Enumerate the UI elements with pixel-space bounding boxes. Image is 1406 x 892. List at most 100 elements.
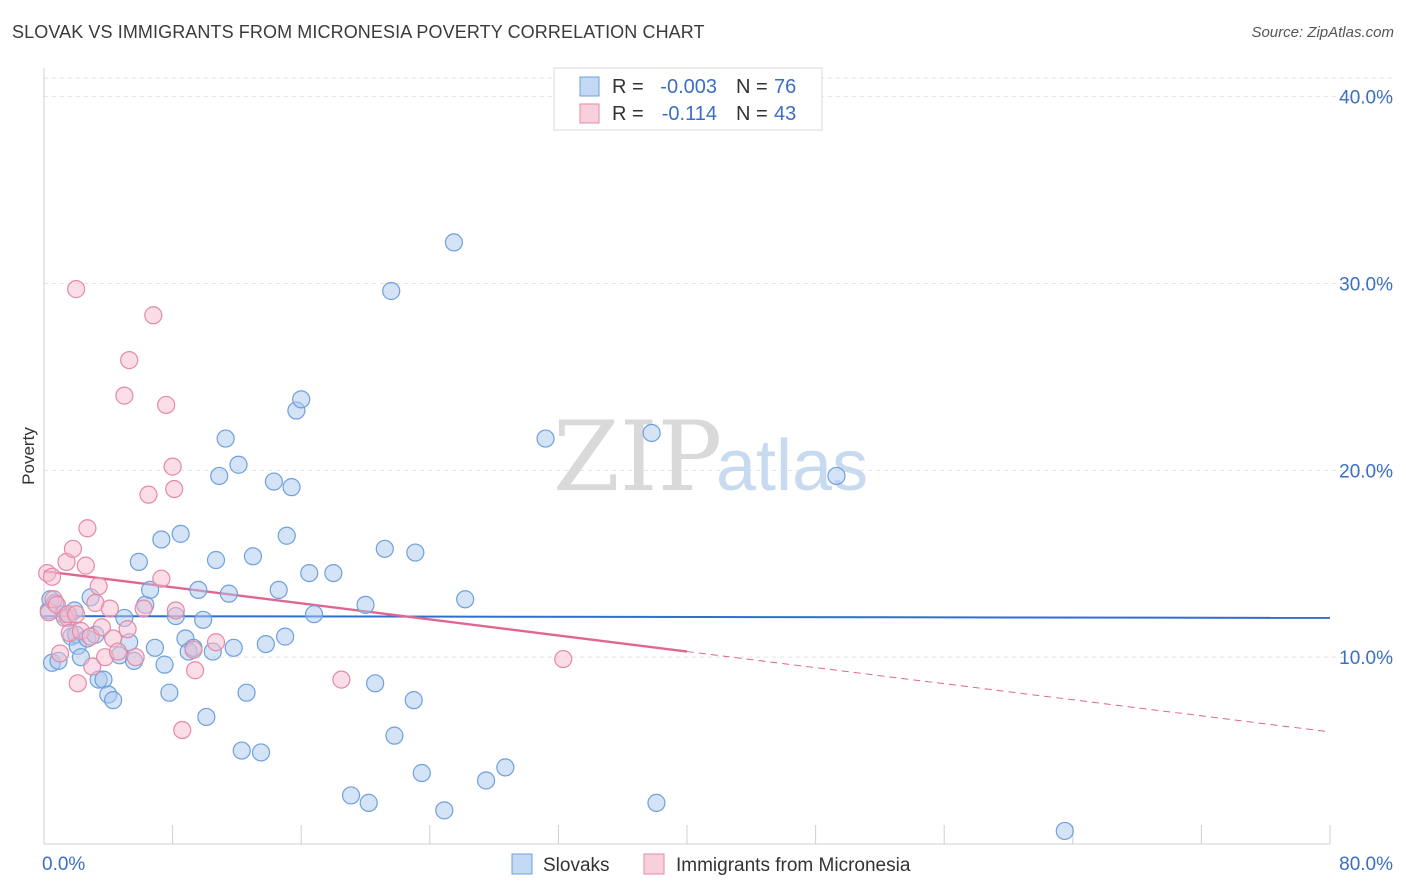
legend-r-value: -0.003 [660, 76, 717, 98]
slovaks-point [444, 233, 464, 252]
slovaks-point [404, 691, 423, 710]
x-tick-labels: 0.0% 80.0% [42, 854, 1393, 875]
slovaks-point [194, 610, 213, 629]
micronesia-trend-line-extension [686, 651, 1331, 733]
micronesia-point [120, 351, 139, 370]
legend-n-value: 76 [774, 76, 796, 98]
slovaks-point [827, 466, 846, 486]
micronesia-point [68, 674, 87, 693]
slovaks-point [366, 674, 385, 693]
micronesia-point [134, 599, 153, 618]
slovaks-point [251, 743, 271, 762]
slovaks-point [104, 691, 123, 710]
slovaks-point [210, 466, 229, 486]
x-tick-label: 0.0% [42, 854, 85, 875]
series-legend-swatch [643, 853, 665, 875]
micronesia-point [554, 649, 573, 669]
legend-swatch [579, 76, 600, 97]
slovaks-point [456, 590, 475, 609]
slovaks-point [232, 741, 251, 760]
slovaks-point [171, 524, 190, 543]
chart-source: Source: ZipAtlas.com [1251, 24, 1394, 41]
slovaks-point [642, 423, 661, 443]
series-legend-swatch [511, 853, 533, 875]
slovaks-point [152, 530, 171, 549]
micronesia-point [152, 569, 171, 588]
slovaks-point [359, 793, 378, 812]
slovaks-point [129, 552, 148, 571]
y-tick-label: 10.0% [1339, 648, 1393, 669]
slovaks-point [206, 550, 226, 570]
data-points [38, 233, 1074, 841]
micronesia-point [184, 640, 203, 659]
watermark: ZIP atlas [553, 401, 868, 513]
micronesia-point [165, 479, 184, 499]
slovaks-point [276, 627, 295, 646]
chart-title: SLOVAK VS IMMIGRANTS FROM MICRONESIA POV… [12, 22, 705, 42]
slovaks-point [237, 683, 256, 702]
slovaks-point [476, 771, 496, 790]
slovaks-point [292, 390, 311, 409]
slovaks-point [219, 584, 238, 603]
slovaks-point [155, 655, 174, 674]
slovaks-point [216, 429, 235, 448]
slovaks-point [341, 786, 361, 805]
slovaks-point [282, 478, 301, 497]
micronesia-point [108, 642, 128, 661]
slovaks-point [496, 758, 515, 777]
slovaks-point [300, 563, 319, 583]
grid-lines [44, 77, 1392, 658]
micronesia-point [67, 605, 86, 624]
legend-n-label: N = [736, 76, 768, 98]
y-tick-label: 20.0% [1339, 461, 1393, 482]
legend-r-label: R = [612, 103, 644, 125]
slovaks-point [140, 580, 160, 600]
slovaks-point [375, 539, 394, 558]
micronesia-point [50, 644, 70, 663]
slovaks-point [1055, 821, 1074, 841]
slovaks-point [356, 595, 375, 614]
micronesia-point [186, 661, 205, 680]
slovaks-point [224, 638, 243, 657]
slovaks-point [304, 605, 324, 624]
micronesia-point [63, 539, 83, 558]
slovaks-point [277, 526, 296, 545]
micronesia-point [163, 457, 182, 476]
slovaks-point [264, 472, 283, 491]
series-legend-label: Slovaks [543, 855, 610, 876]
micronesia-point [139, 485, 158, 504]
micronesia-point [83, 657, 102, 676]
micronesia-point [173, 720, 192, 740]
legend-n-value: 43 [774, 103, 796, 125]
slovaks-point [160, 683, 179, 702]
axes [43, 68, 1331, 845]
watermark-zip: ZIP [553, 401, 722, 513]
legend-swatch [579, 103, 600, 124]
micronesia-point [126, 648, 145, 667]
micronesia-point [67, 280, 86, 299]
slovaks-point [382, 281, 401, 301]
slovaks-point [385, 726, 404, 745]
slovaks-point [406, 543, 425, 562]
x-tick-label: 80.0% [1339, 854, 1393, 875]
y-tick-labels: 10.0% 20.0% 30.0% 40.0% [1339, 88, 1393, 669]
slovaks-point [412, 763, 431, 783]
micronesia-point [76, 556, 95, 575]
slovaks-point [229, 455, 248, 474]
micronesia-point [42, 567, 62, 586]
micronesia-point [206, 633, 226, 652]
micronesia-point [100, 599, 120, 618]
micronesia-point [118, 620, 137, 639]
y-axis-label: Poverty [19, 427, 38, 485]
slovaks-point [269, 580, 288, 600]
micronesia-point [89, 577, 108, 596]
micronesia-point [78, 519, 97, 538]
series-legend-label: Immigrants from Micronesia [676, 855, 911, 876]
micronesia-point [166, 601, 185, 620]
legend-r-value: -0.114 [662, 103, 717, 125]
slovaks-point [189, 580, 208, 600]
slovaks-point [197, 707, 216, 727]
watermark-atlas: atlas [716, 426, 868, 506]
slovaks-point [647, 793, 666, 812]
